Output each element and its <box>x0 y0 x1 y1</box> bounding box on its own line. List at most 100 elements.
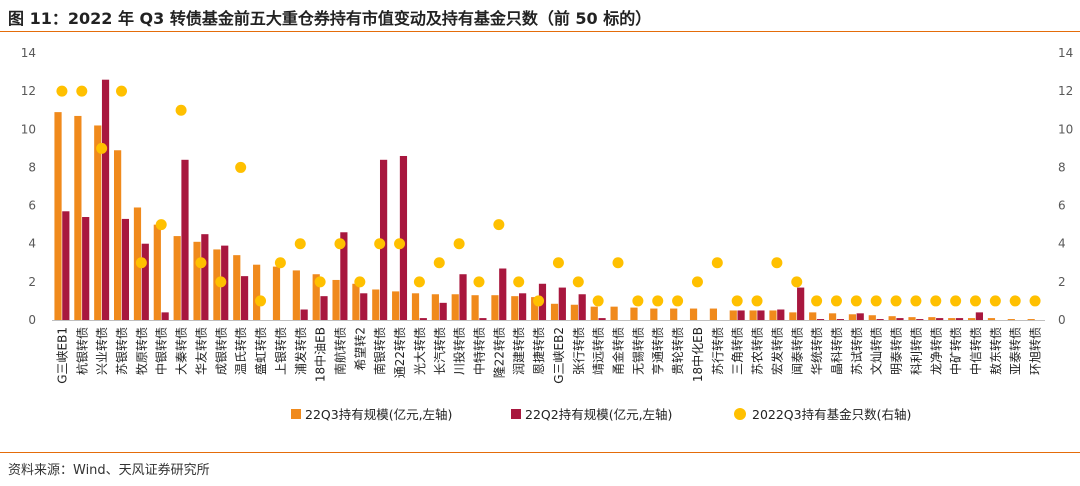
dot-fund-count <box>473 276 485 288</box>
bar-22q3 <box>451 294 459 320</box>
dot-fund-count <box>652 295 664 307</box>
category-label: 润建转债 <box>511 327 526 375</box>
bar-22q2 <box>62 211 70 320</box>
dot-fund-count <box>811 295 823 307</box>
bar-22q2 <box>797 287 805 320</box>
category-label: 光大转债 <box>412 327 427 375</box>
bar-22q2 <box>816 319 825 320</box>
left-axis-tick-label: 10 <box>21 122 36 136</box>
bar-22q3 <box>630 307 638 320</box>
category-label: 华友转债 <box>193 327 208 375</box>
category-label: 贵轮转债 <box>670 327 685 375</box>
bar-22q2 <box>836 319 844 320</box>
category-label: 宏发转债 <box>769 327 784 375</box>
source-note: 资料来源：Wind、天风证券研究所 <box>8 463 210 478</box>
bar-22q3 <box>94 125 102 320</box>
bar-22q2 <box>916 319 924 320</box>
dot-fund-count <box>433 257 445 269</box>
dot-fund-count <box>910 295 922 307</box>
dot-fund-count <box>195 257 207 269</box>
dot-fund-count <box>950 295 962 307</box>
dot-fund-count <box>354 276 366 288</box>
bar-22q3 <box>888 316 896 320</box>
category-label: G三峡EB2 <box>552 327 566 384</box>
dot-fund-count <box>274 257 286 269</box>
legend-label-22q2: 22Q2持有规模(亿元,左轴) <box>525 407 672 422</box>
bar-22q3 <box>411 293 420 320</box>
category-label: 上银转债 <box>273 327 288 375</box>
bar-22q3 <box>233 255 241 320</box>
bar-22q2 <box>121 218 130 320</box>
right-axis-tick-label: 10 <box>1058 122 1073 136</box>
category-label: 敖东转债 <box>988 327 1003 375</box>
bar-22q2 <box>399 155 408 320</box>
dot-fund-count <box>453 238 465 250</box>
dot-fund-count <box>413 276 425 288</box>
dot-fund-count <box>116 85 128 97</box>
bar-22q3 <box>272 266 281 320</box>
category-label: 希望转2 <box>352 327 367 371</box>
category-label: 通22转债 <box>392 327 407 378</box>
bar-22q3 <box>292 270 300 320</box>
bar-22q3 <box>689 308 698 320</box>
bar-22q2 <box>955 318 964 320</box>
category-label: 川投转债 <box>452 327 467 375</box>
dot-fund-count <box>135 257 147 269</box>
category-label: 甬金转债 <box>611 327 626 375</box>
left-axis-tick-label: 6 <box>28 199 36 213</box>
dot-fund-count <box>830 295 842 307</box>
bar-22q3 <box>491 295 499 320</box>
category-label: 隆22转债 <box>491 327 506 378</box>
bar-22q3 <box>928 317 936 320</box>
category-label: 恩捷转债 <box>531 327 546 375</box>
bar-22q3 <box>670 308 678 320</box>
title-divider <box>0 31 1080 32</box>
right-axis-tick-label: 4 <box>1058 237 1066 251</box>
category-label: 张行转债 <box>571 327 586 375</box>
footer-divider <box>0 452 1080 453</box>
bar-22q3 <box>74 115 82 320</box>
dot-fund-count <box>294 238 306 250</box>
bar-22q2 <box>181 159 189 320</box>
bar-22q3 <box>908 317 916 320</box>
dot-fund-count <box>771 257 783 269</box>
bar-22q3 <box>828 313 837 320</box>
legend-label-fund-count: 2022Q3持有基金只数(右轴) <box>752 407 911 422</box>
bar-22q2 <box>141 243 149 320</box>
dot-fund-count <box>76 85 88 97</box>
category-label: G三峡EB1 <box>55 327 69 384</box>
dot-fund-count <box>791 276 803 288</box>
category-label: 牧原转债 <box>134 327 149 375</box>
bar-22q3 <box>987 318 996 320</box>
bar-22q3 <box>312 274 320 320</box>
category-label: 三角转债 <box>730 327 745 375</box>
category-label: 无锡转债 <box>630 327 645 375</box>
legend-label-22q3: 22Q3持有规模(亿元,左轴) <box>305 407 452 422</box>
right-axis-tick-label: 12 <box>1058 84 1073 98</box>
right-axis-tick-label: 2 <box>1058 275 1066 289</box>
bar-22q3 <box>610 306 618 320</box>
legend-marker-fund-count <box>734 408 746 420</box>
bar-22q3 <box>352 283 360 320</box>
dot-fund-count <box>850 295 862 307</box>
category-label: 晶科转债 <box>829 327 844 375</box>
right-axis-tick-label: 6 <box>1058 199 1066 213</box>
bar-22q2 <box>161 312 169 320</box>
right-axis-tick-label: 14 <box>1058 46 1073 60</box>
bar-22q3 <box>332 279 340 320</box>
right-axis-tick-label: 8 <box>1058 160 1066 174</box>
dot-fund-count <box>334 238 346 250</box>
dot-fund-count <box>890 295 902 307</box>
dot-fund-count <box>731 295 743 307</box>
bar-marks <box>54 79 1035 320</box>
legend: 22Q3持有规模(亿元,左轴) 22Q2持有规模(亿元,左轴) 2022Q3持有… <box>291 407 911 422</box>
category-label: 杭银转债 <box>74 327 89 375</box>
dot-fund-count <box>255 295 267 307</box>
dot-fund-count <box>513 276 525 288</box>
bar-22q2 <box>737 310 745 320</box>
bar-22q3 <box>253 264 261 320</box>
bar-22q2 <box>499 268 507 320</box>
right-axis-tick-label: 0 <box>1058 313 1066 327</box>
dot-fund-count <box>870 295 882 307</box>
bar-22q2 <box>519 293 527 320</box>
